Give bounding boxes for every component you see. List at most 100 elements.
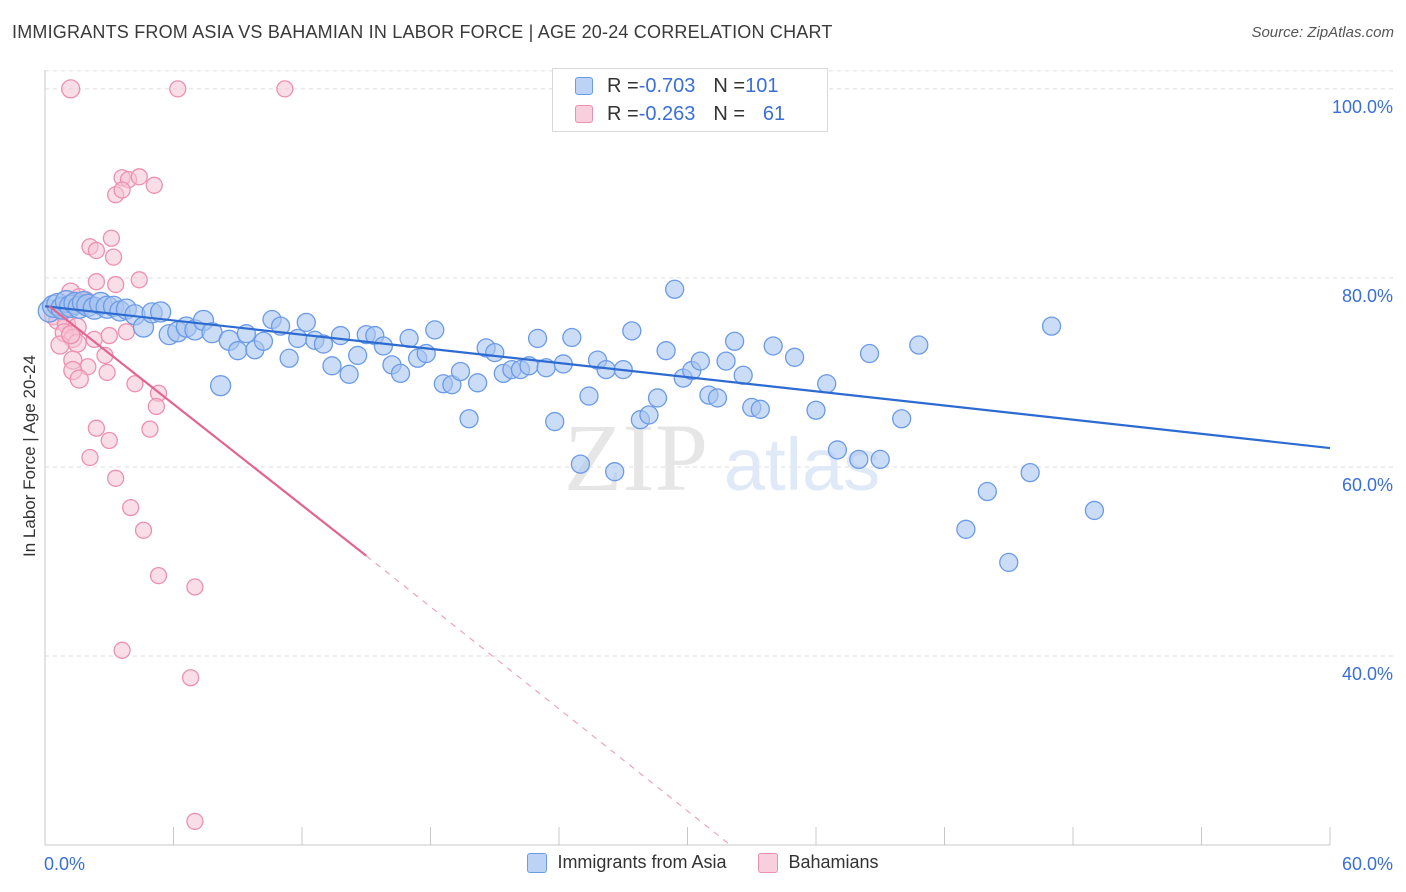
asia-point bbox=[149, 301, 172, 323]
asia-point bbox=[253, 331, 274, 351]
bahamians-point bbox=[186, 578, 204, 596]
x-tick-label-end: 60.0% bbox=[1342, 854, 1393, 874]
legend-item-asia[interactable]: Immigrants from Asia bbox=[527, 852, 726, 873]
bah-n-label: N = bbox=[713, 102, 746, 125]
asia-point bbox=[870, 449, 890, 470]
bahamians-point bbox=[117, 323, 136, 341]
asia-point bbox=[724, 331, 745, 351]
bahamians-point bbox=[81, 448, 99, 467]
bahamians-point bbox=[130, 168, 148, 186]
asia-point bbox=[425, 320, 445, 340]
bahamians-point bbox=[134, 521, 153, 539]
tick-labels: 40.0% 60.0% 80.0% 100.0% 0.0% 60.0% bbox=[44, 97, 1393, 874]
bahamians-point bbox=[141, 420, 159, 438]
asia-point bbox=[622, 321, 642, 341]
y-tick-label: 40.0% bbox=[1342, 664, 1393, 684]
bahamians-trend-extension bbox=[365, 555, 731, 846]
bahamians-point bbox=[69, 369, 89, 389]
bahamians-point bbox=[276, 80, 294, 98]
asia-point bbox=[527, 328, 548, 349]
asia-r-value: -0.703 bbox=[638, 74, 696, 97]
asia-point bbox=[330, 325, 351, 346]
asia-points bbox=[37, 279, 1105, 573]
asia-point bbox=[322, 356, 342, 376]
bahamians-point bbox=[126, 375, 144, 393]
asia-point bbox=[270, 316, 291, 336]
asia-n-value: 101 bbox=[745, 74, 779, 97]
asia-point bbox=[892, 409, 912, 429]
asia-point bbox=[656, 341, 676, 361]
asia-point bbox=[763, 336, 783, 356]
chart-title: IMMIGRANTS FROM ASIA VS BAHAMIAN IN LABO… bbox=[12, 22, 833, 42]
asia-point bbox=[647, 388, 668, 408]
asia-point bbox=[827, 440, 848, 460]
bahamians-point bbox=[147, 397, 166, 416]
asia-point bbox=[279, 348, 299, 368]
asia-point bbox=[817, 374, 837, 394]
bahamians-point bbox=[107, 275, 125, 294]
bah-n-value: 61 bbox=[762, 102, 786, 125]
asia-swatch bbox=[575, 77, 593, 95]
bahamians-point bbox=[61, 79, 81, 99]
asia-point bbox=[639, 405, 659, 425]
bahamians-point bbox=[98, 363, 116, 382]
bahamians-swatch bbox=[575, 105, 593, 123]
asia-point bbox=[665, 279, 685, 299]
bahamians-point bbox=[87, 273, 106, 291]
bahamians-point bbox=[122, 498, 140, 517]
bahamians-point bbox=[102, 229, 121, 247]
bahamians-point bbox=[186, 812, 204, 831]
bah-r-label: R = bbox=[607, 102, 639, 125]
asia-n-label: N = bbox=[713, 74, 746, 97]
source-label: Source: ZipAtlas.com bbox=[1251, 24, 1394, 41]
asia-point bbox=[459, 409, 479, 429]
asia-point bbox=[467, 373, 488, 393]
bahamians-point bbox=[113, 181, 131, 199]
asia-point bbox=[228, 341, 248, 361]
asia-point bbox=[1041, 316, 1062, 336]
asia-point bbox=[806, 400, 826, 420]
asia-point bbox=[485, 342, 505, 363]
bahamians-point bbox=[100, 326, 118, 345]
asia-point bbox=[339, 364, 359, 384]
bahamians-point bbox=[100, 431, 118, 450]
asia-point bbox=[909, 335, 929, 355]
asia-point bbox=[313, 334, 334, 354]
asia-point bbox=[373, 336, 394, 356]
y-axis-label: In Labor Force | Age 20-24 bbox=[20, 355, 39, 557]
bahamians-point bbox=[107, 469, 125, 487]
legend-bahamians-swatch bbox=[758, 852, 779, 873]
bahamians-point bbox=[145, 176, 163, 194]
bahamians-trend-line bbox=[48, 305, 367, 557]
asia-point bbox=[859, 343, 880, 364]
asia-point bbox=[849, 449, 869, 470]
legend-asia-label: Immigrants from Asia bbox=[557, 852, 727, 872]
asia-point bbox=[570, 454, 591, 474]
legend-asia-swatch bbox=[527, 852, 548, 873]
bahamians-point bbox=[149, 566, 168, 585]
bahamians-point bbox=[87, 241, 106, 260]
bahamians-point bbox=[104, 248, 123, 266]
bahamians-point bbox=[87, 419, 106, 437]
asia-point bbox=[1084, 500, 1105, 521]
legend-row-asia: R = -0.703 N = 101 bbox=[575, 73, 778, 99]
asia-trend-line bbox=[44, 305, 1331, 450]
asia-point bbox=[977, 481, 997, 502]
asia-point bbox=[605, 462, 625, 482]
asia-point bbox=[716, 351, 736, 371]
asia-point bbox=[707, 388, 728, 408]
asia-point bbox=[348, 345, 368, 366]
asia-point bbox=[450, 361, 471, 382]
correlation-legend: R = -0.703 N = 101 R = -0.263 N = 61 bbox=[552, 68, 828, 132]
legend-item-bahamians[interactable]: Bahamians bbox=[758, 852, 879, 873]
asia-point bbox=[209, 375, 232, 397]
asia-point bbox=[296, 312, 316, 332]
bahamians-point bbox=[181, 669, 200, 687]
asia-point bbox=[784, 347, 805, 367]
bahamians-points bbox=[43, 79, 294, 831]
bahamians-point bbox=[61, 324, 81, 345]
y-tick-label: 60.0% bbox=[1342, 475, 1393, 495]
asia-point bbox=[579, 386, 599, 406]
axes bbox=[44, 70, 1331, 846]
bahamians-point bbox=[130, 271, 148, 289]
